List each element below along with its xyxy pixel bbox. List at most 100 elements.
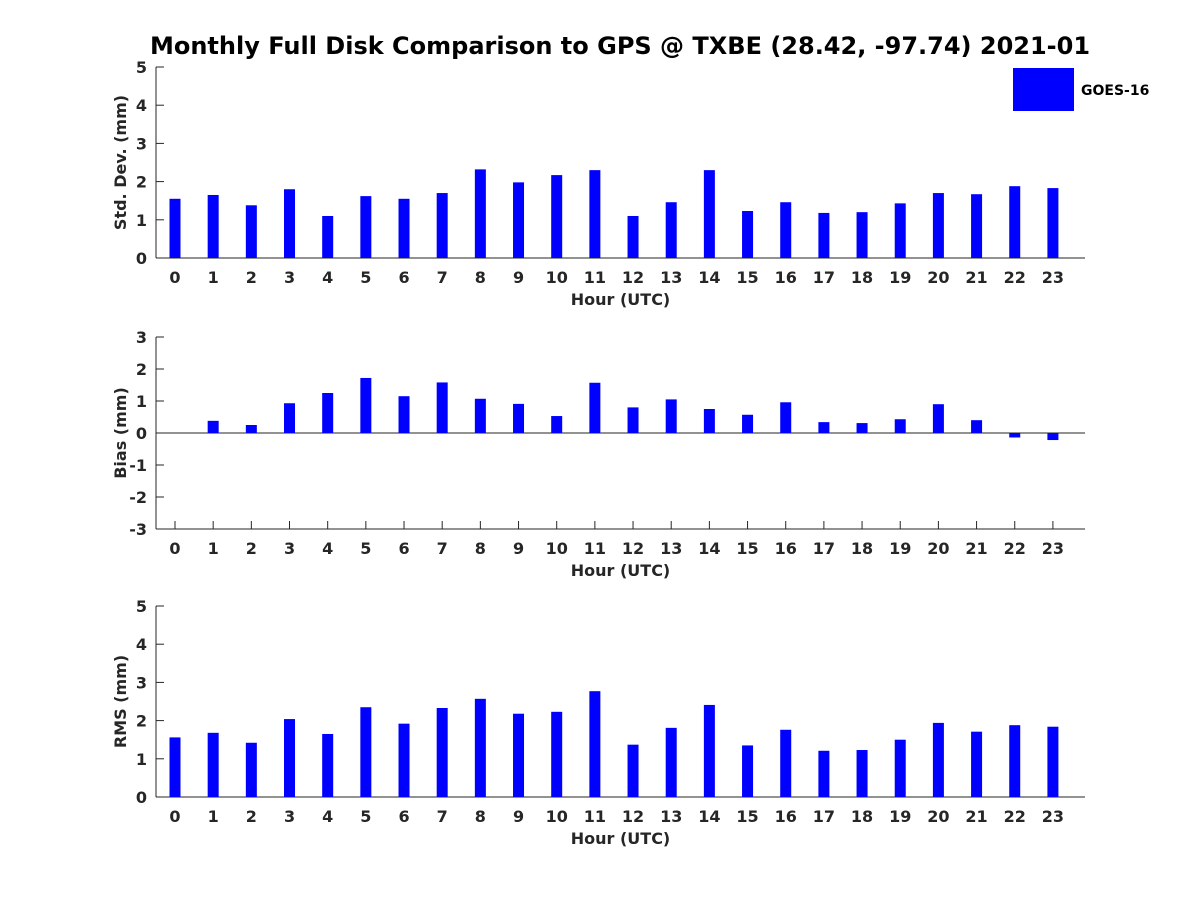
bias-y-tick-label: -1	[129, 456, 147, 475]
bias-x-tick-label: 15	[736, 539, 758, 558]
rms-y-tick-label: 0	[136, 788, 147, 807]
std-dev-x-tick-label: 16	[775, 268, 797, 287]
rms-bar-hour-11	[589, 691, 601, 797]
std-dev-x-tick-label: 11	[584, 268, 606, 287]
rms-bar-hour-14	[703, 704, 715, 797]
bias-bar-hour-15	[742, 414, 754, 433]
bias-x-tick-label: 8	[475, 539, 486, 558]
std-dev-bar-hour-12	[627, 215, 639, 258]
std-dev-x-tick-label: 4	[322, 268, 333, 287]
bias-x-tick-label: 3	[284, 539, 295, 558]
rms-x-tick-label: 2	[246, 807, 257, 826]
rms-x-tick-label: 7	[437, 807, 448, 826]
rms-bar-hour-4	[322, 733, 334, 797]
bias-bar-hour-11	[589, 382, 601, 433]
bias-x-tick-label: 16	[775, 539, 797, 558]
std-dev-bar-hour-17	[818, 212, 830, 258]
rms-x-tick-label: 14	[698, 807, 720, 826]
bias-bar-hour-23	[1047, 433, 1059, 441]
rms-bar-hour-16	[780, 729, 792, 797]
legend-swatch	[1013, 68, 1074, 111]
bias-x-tick-label: 7	[437, 539, 448, 558]
legend: GOES-16	[1013, 68, 1149, 111]
std-dev-y-axis-label: Std. Dev. (mm)	[111, 95, 130, 230]
rms-y-tick-label: 1	[136, 750, 147, 769]
bias-bar-hour-21	[971, 420, 983, 433]
rms-bar-hour-12	[627, 744, 639, 797]
bias-y-tick-label: 3	[136, 328, 147, 347]
std-dev-y-tick-label: 5	[136, 58, 147, 77]
bias-bar-hour-14	[703, 409, 715, 433]
rms-bar-hour-22	[1009, 725, 1021, 797]
std-dev-bar-hour-21	[971, 194, 983, 258]
std-dev-x-tick-label: 15	[736, 268, 758, 287]
rms-x-tick-label: 3	[284, 807, 295, 826]
rms-x-tick-label: 6	[398, 807, 409, 826]
bias-bar-hour-8	[474, 398, 486, 433]
rms-bar-hour-7	[436, 707, 448, 797]
std-dev-bar-hour-14	[703, 170, 715, 258]
std-dev-bar-hour-11	[589, 170, 601, 258]
rms-bar-hour-10	[551, 711, 563, 797]
rms-x-axis-label: Hour (UTC)	[571, 829, 671, 848]
rms-y-tick-label: 2	[136, 712, 147, 731]
rms-bar-hour-13	[665, 727, 677, 797]
std-dev-x-tick-label: 19	[889, 268, 911, 287]
legend-label: GOES-16	[1081, 83, 1149, 99]
rms-bar-hour-1	[207, 732, 219, 797]
bias-bar-hour-10	[551, 416, 563, 433]
std-dev-x-tick-label: 0	[169, 268, 180, 287]
bias-y-tick-label: -3	[129, 520, 147, 539]
std-dev-y-tick-label: 3	[136, 134, 147, 153]
std-dev-bar-hour-0	[169, 198, 181, 258]
std-dev-bar-hour-10	[551, 175, 563, 258]
rms-y-axis-label: RMS (mm)	[111, 655, 130, 748]
rms-bar-hour-5	[360, 707, 372, 797]
rms-x-tick-label: 8	[475, 807, 486, 826]
bias-x-tick-label: 2	[246, 539, 257, 558]
std-dev-x-tick-label: 7	[437, 268, 448, 287]
std-dev-bar-hour-3	[284, 189, 296, 258]
std-dev-x-tick-label: 6	[398, 268, 409, 287]
rms-x-tick-label: 4	[322, 807, 333, 826]
bias-x-axis-label: Hour (UTC)	[571, 561, 671, 580]
rms-x-tick-label: 19	[889, 807, 911, 826]
std-dev-bar-hour-9	[513, 182, 525, 258]
bias-x-tick-label: 14	[698, 539, 720, 558]
rms-bar-hour-17	[818, 750, 830, 797]
bias-x-tick-label: 1	[208, 539, 219, 558]
bias-bar-hour-22	[1009, 433, 1021, 438]
std-dev-bar-hour-22	[1009, 186, 1021, 258]
bias-bar-hour-17	[818, 422, 830, 433]
rms-bar-hour-0	[169, 737, 181, 797]
std-dev-bar-hour-1	[207, 194, 219, 258]
rms-bar-hour-6	[398, 723, 410, 797]
std-dev-bar-hour-2	[245, 205, 257, 258]
bias-x-tick-label: 19	[889, 539, 911, 558]
std-dev-y-tick-label: 0	[136, 249, 147, 268]
rms-x-tick-label: 9	[513, 807, 524, 826]
rms-x-tick-label: 18	[851, 807, 873, 826]
std-dev-bar-hour-7	[436, 193, 448, 258]
bias-x-tick-label: 11	[584, 539, 606, 558]
std-dev-bar-hour-15	[742, 211, 754, 258]
bias-x-tick-label: 9	[513, 539, 524, 558]
std-dev-bar-hour-20	[932, 193, 944, 258]
rms-x-tick-label: 20	[927, 807, 949, 826]
bias-bar-hour-2	[245, 425, 257, 433]
bias-x-tick-label: 10	[546, 539, 568, 558]
std-dev-x-tick-label: 1	[208, 268, 219, 287]
bias-x-tick-label: 4	[322, 539, 333, 558]
std-dev-x-tick-label: 23	[1042, 268, 1064, 287]
std-dev-y-tick-label: 2	[136, 173, 147, 192]
std-dev-x-tick-label: 21	[965, 268, 987, 287]
std-dev-x-tick-label: 9	[513, 268, 524, 287]
bias-x-tick-label: 23	[1042, 539, 1064, 558]
rms-y-tick-label: 5	[136, 597, 147, 616]
rms-bar-hour-21	[971, 731, 983, 797]
bias-bar-hour-3	[284, 403, 296, 433]
std-dev-bar-hour-19	[894, 203, 906, 258]
